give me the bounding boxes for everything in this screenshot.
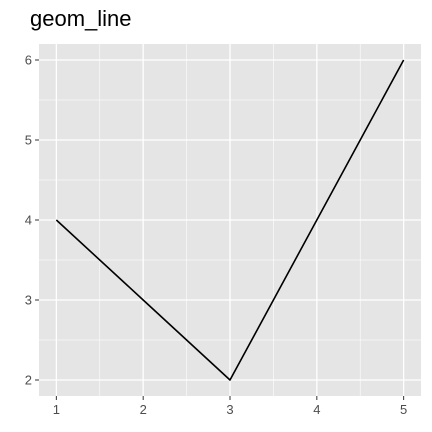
y-tick-label: 4 <box>25 213 32 228</box>
y-tick-label: 2 <box>25 373 32 388</box>
y-tick-label: 5 <box>25 133 32 148</box>
x-tick-label: 5 <box>400 402 407 417</box>
series-layer <box>55 59 405 381</box>
x-tick-label: 4 <box>313 402 320 417</box>
y-tick-label: 3 <box>25 293 32 308</box>
data-line <box>55 59 405 381</box>
y-tick-label: 6 <box>25 53 32 68</box>
x-tick-label: 3 <box>226 402 233 417</box>
x-tick-label: 1 <box>53 402 60 417</box>
chart-title: geom_line <box>30 6 132 31</box>
x-tick-label: 2 <box>140 402 147 417</box>
axes-layer: 1 2 3 4 5 2 3 4 5 6 <box>25 53 407 418</box>
